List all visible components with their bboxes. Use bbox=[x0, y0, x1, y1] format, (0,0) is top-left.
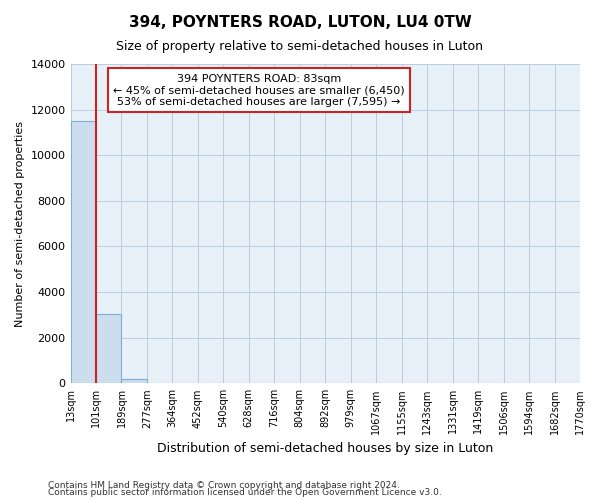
Bar bbox=[71, 121, 96, 384]
Text: Contains HM Land Registry data © Crown copyright and database right 2024.: Contains HM Land Registry data © Crown c… bbox=[48, 480, 400, 490]
Text: Contains public sector information licensed under the Open Government Licence v3: Contains public sector information licen… bbox=[48, 488, 442, 497]
Bar bbox=[96, 314, 121, 384]
Text: Size of property relative to semi-detached houses in Luton: Size of property relative to semi-detach… bbox=[116, 40, 484, 53]
Y-axis label: Number of semi-detached properties: Number of semi-detached properties bbox=[15, 120, 25, 326]
Text: 394 POYNTERS ROAD: 83sqm
← 45% of semi-detached houses are smaller (6,450)
53% o: 394 POYNTERS ROAD: 83sqm ← 45% of semi-d… bbox=[113, 74, 405, 107]
Bar bbox=[121, 378, 147, 384]
Text: 394, POYNTERS ROAD, LUTON, LU4 0TW: 394, POYNTERS ROAD, LUTON, LU4 0TW bbox=[128, 15, 472, 30]
X-axis label: Distribution of semi-detached houses by size in Luton: Distribution of semi-detached houses by … bbox=[157, 442, 493, 455]
